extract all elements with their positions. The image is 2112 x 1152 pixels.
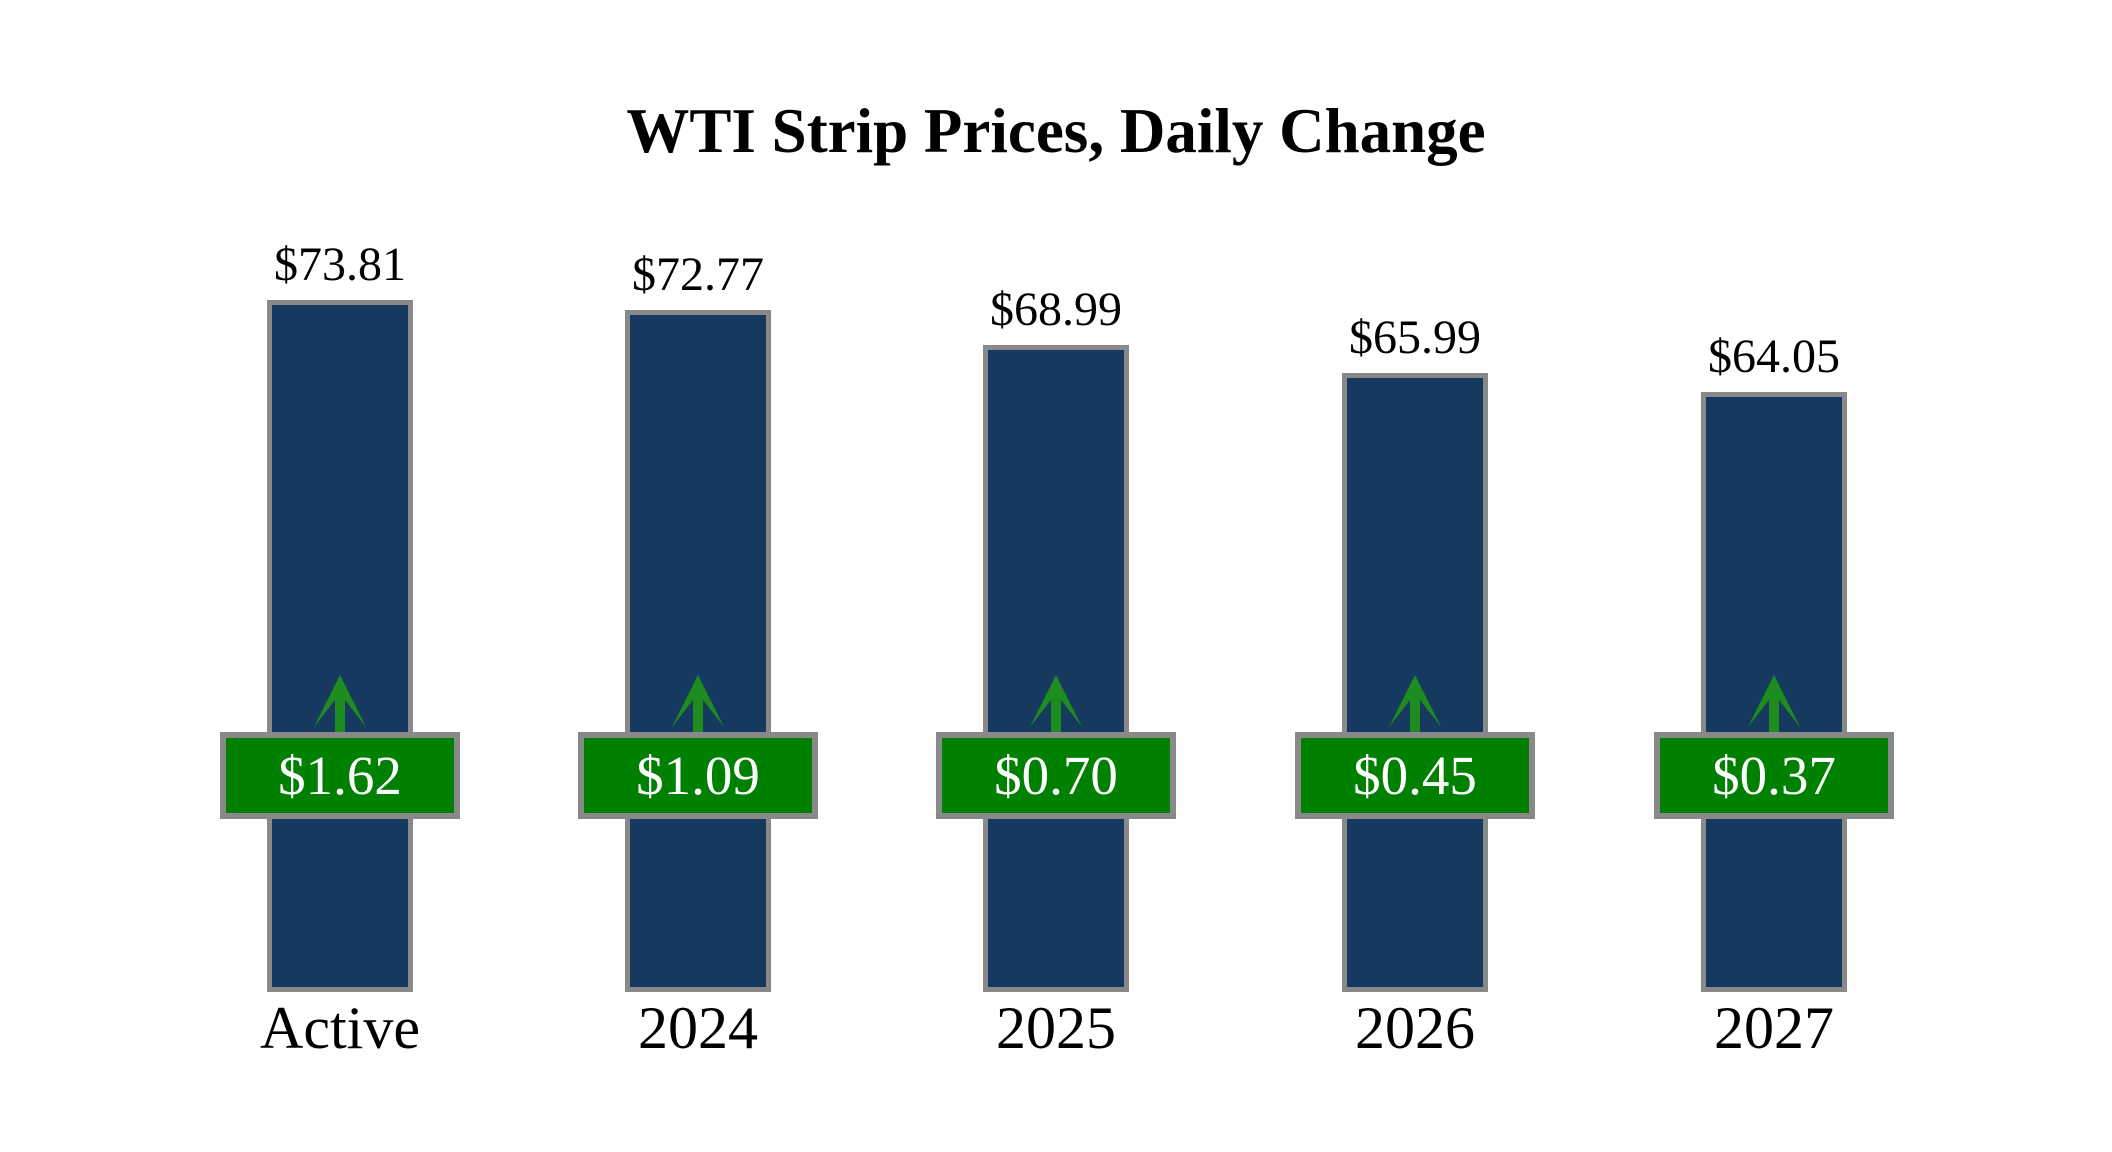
bar-column-2024: $72.77 $1.09 2024 <box>519 0 877 1058</box>
change-label: $0.37 <box>1712 745 1836 806</box>
category-label: 2025 <box>996 995 1116 1061</box>
change-badge: $0.70 <box>936 732 1176 819</box>
price-label: $73.81 <box>274 237 406 291</box>
change-badge: $0.45 <box>1295 732 1535 819</box>
category-label: Active <box>260 995 420 1061</box>
change-badge: $0.37 <box>1654 732 1894 819</box>
bar-column-2025: $68.99 $0.70 2025 <box>877 0 1235 1058</box>
category-label: 2026 <box>1355 995 1475 1061</box>
bar <box>625 310 771 992</box>
bar <box>267 300 413 992</box>
up-arrow-icon <box>1030 675 1082 733</box>
up-arrow-icon <box>314 675 366 733</box>
up-arrow-icon <box>1389 675 1441 733</box>
category-label: 2027 <box>1714 995 1834 1061</box>
price-label: $68.99 <box>990 282 1122 336</box>
change-badge: $1.62 <box>220 732 460 819</box>
bar-column-active: $73.81 $1.62 Active <box>161 0 519 1058</box>
price-label: $72.77 <box>632 247 764 301</box>
up-arrow-icon <box>672 675 724 733</box>
chart-title: WTI Strip Prices, Daily Change <box>626 96 1486 166</box>
price-label: $65.99 <box>1349 310 1481 364</box>
change-label: $1.09 <box>636 745 760 806</box>
change-label: $1.62 <box>278 745 402 806</box>
change-badge: $1.09 <box>578 732 818 819</box>
up-arrow-icon <box>1748 675 1800 733</box>
bar-column-2026: $65.99 $0.45 2026 <box>1236 0 1594 1058</box>
change-label: $0.70 <box>994 745 1118 806</box>
price-label: $64.05 <box>1708 329 1840 383</box>
change-label: $0.45 <box>1353 745 1477 806</box>
bar <box>983 345 1129 992</box>
category-label: 2024 <box>638 995 758 1061</box>
bar-column-2027: $64.05 $0.37 2027 <box>1595 0 1953 1058</box>
